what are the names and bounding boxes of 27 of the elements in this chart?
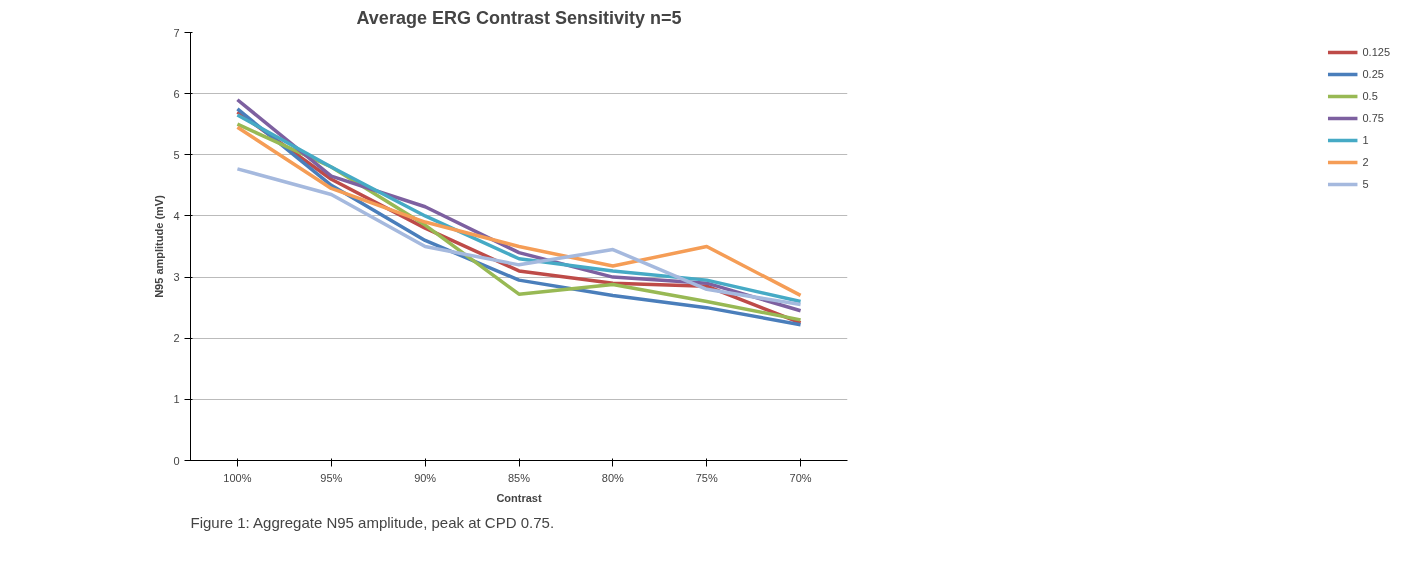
y-axis-title: N95 amplitude (mV): [153, 194, 166, 298]
legend-label: 0.5: [1362, 90, 1379, 102]
legend-label: 0.125: [1362, 46, 1390, 58]
x-tick-label: 70%: [789, 471, 812, 484]
legend-label: 0.25: [1362, 68, 1384, 80]
y-tick-label: 5: [173, 148, 180, 161]
y-tick-label: 3: [173, 271, 180, 284]
chart-title: Average ERG Contrast Sensitivity n=5: [356, 7, 682, 28]
caption: Figure 1: Aggregate N95 amplitude, peak at CPD 0.75.: [190, 513, 555, 531]
x-tick-label: 90%: [414, 471, 437, 484]
x-tick-label: 75%: [695, 471, 718, 484]
legend-label: 5: [1362, 178, 1370, 190]
y-tick-label: 1: [173, 393, 180, 406]
line-series: [235, 167, 803, 307]
y-tick-label: 0: [173, 454, 180, 467]
legend-label: 2: [1362, 156, 1370, 168]
y-tick-label: 4: [173, 209, 180, 222]
x-tick-label: 80%: [601, 471, 625, 484]
y-tick-label: 7: [173, 26, 180, 39]
x-tick-label: 85%: [507, 471, 531, 484]
y-tick-label: 2: [173, 332, 180, 345]
legend-label: 1: [1362, 134, 1370, 146]
legend-label: 0.75: [1362, 112, 1384, 124]
y-tick-label: 6: [173, 87, 180, 100]
x-tick-label: 95%: [320, 471, 343, 484]
x-axis-title: Contrast: [496, 491, 542, 504]
x-tick-label: 100%: [223, 471, 252, 484]
